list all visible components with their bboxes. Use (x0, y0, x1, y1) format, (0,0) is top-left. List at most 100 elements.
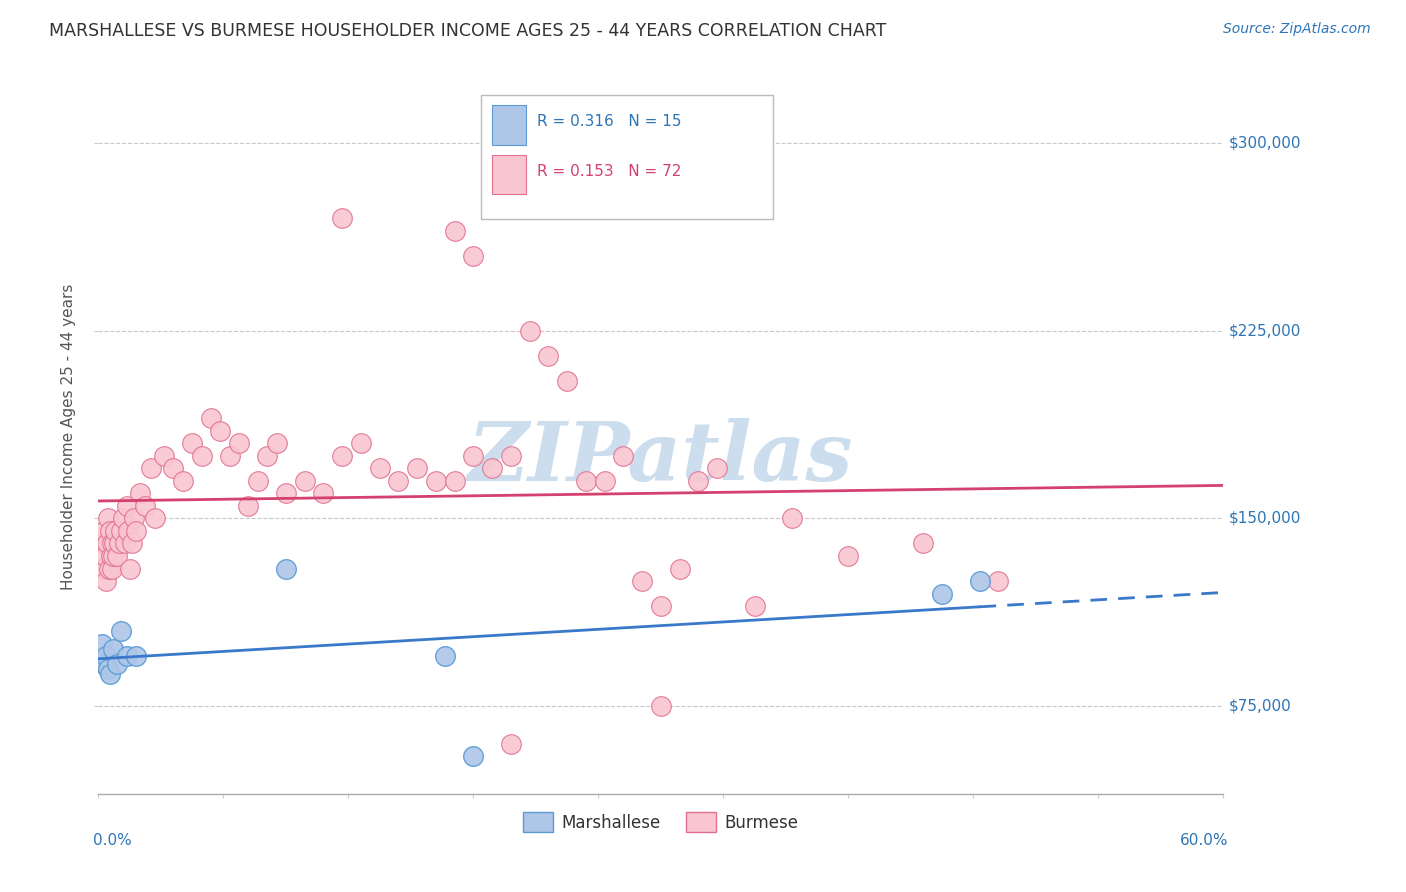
Point (97, 511, 120, 525)
Point (218, 449, 240, 463)
Point (350, 436, 373, 450)
Legend: Marshallese, Burmese: Marshallese, Burmese (516, 805, 806, 839)
Point (537, 349, 560, 363)
Text: R = 0.153   N = 72: R = 0.153 N = 72 (537, 164, 682, 179)
Point (387, 474, 409, 488)
Point (238, 499, 260, 513)
FancyBboxPatch shape (492, 105, 526, 145)
Point (209, 424, 232, 438)
Point (256, 449, 278, 463)
Point (125, 649, 148, 664)
Point (612, 449, 634, 463)
Point (688, 474, 710, 488)
Text: 0.0%: 0.0% (93, 833, 132, 848)
Point (153, 449, 176, 463)
Point (650, 699, 672, 714)
Point (706, 461, 728, 475)
Point (668, 561, 690, 575)
Point (93, 524, 115, 538)
Point (181, 436, 204, 450)
Point (121, 536, 143, 550)
Point (931, 586, 953, 600)
Point (100, 549, 122, 563)
Point (101, 561, 124, 575)
Point (631, 574, 654, 588)
Point (200, 411, 222, 425)
Point (593, 474, 616, 488)
Point (134, 499, 156, 513)
Point (111, 511, 134, 525)
Point (103, 641, 125, 656)
Point (837, 549, 859, 563)
Point (100, 536, 122, 550)
Text: $75,000: $75,000 (1229, 698, 1292, 714)
Point (115, 649, 138, 664)
Point (103, 536, 125, 550)
Point (246, 474, 269, 488)
Point (120, 561, 142, 575)
Point (650, 599, 672, 613)
Text: Source: ZipAtlas.com: Source: ZipAtlas.com (1223, 22, 1371, 37)
Point (330, 449, 353, 463)
Point (125, 524, 148, 538)
Point (103, 549, 125, 563)
Point (499, 449, 522, 463)
Point (434, 649, 457, 664)
Point (162, 461, 184, 475)
FancyBboxPatch shape (492, 155, 526, 194)
Point (115, 499, 138, 513)
Point (228, 436, 250, 450)
Point (969, 574, 991, 588)
Point (463, 749, 485, 764)
Point (368, 461, 391, 475)
Point (110, 624, 132, 639)
Point (94, 574, 117, 588)
Point (312, 486, 335, 500)
Point (987, 574, 1010, 588)
Point (172, 474, 194, 488)
Text: $150,000: $150,000 (1229, 511, 1301, 526)
Point (97, 561, 120, 575)
Point (91, 536, 114, 550)
Point (108, 536, 131, 550)
Point (519, 324, 541, 338)
Point (91, 561, 114, 575)
Point (94, 649, 117, 664)
Point (481, 461, 503, 475)
FancyBboxPatch shape (481, 95, 773, 219)
Point (575, 474, 598, 488)
Point (105, 657, 128, 671)
Point (912, 536, 935, 550)
Point (98, 666, 121, 681)
Point (91, 637, 114, 651)
Text: MARSHALLESE VS BURMESE HOUSEHOLDER INCOME AGES 25 - 44 YEARS CORRELATION CHART: MARSHALLESE VS BURMESE HOUSEHOLDER INCOM… (49, 22, 887, 40)
Point (94, 549, 117, 563)
Text: ZIPatlas: ZIPatlas (468, 418, 853, 499)
Point (443, 474, 465, 488)
Text: $300,000: $300,000 (1229, 136, 1302, 151)
Point (105, 549, 128, 563)
Point (555, 374, 578, 388)
Point (425, 474, 447, 488)
Point (128, 486, 150, 500)
Point (274, 486, 297, 500)
Point (117, 524, 139, 538)
Point (406, 461, 429, 475)
Y-axis label: Householder Income Ages 25 - 44 years: Householder Income Ages 25 - 44 years (60, 284, 76, 591)
Point (114, 536, 136, 550)
Point (96, 536, 118, 550)
Point (294, 474, 316, 488)
Point (463, 449, 485, 463)
Point (139, 461, 162, 475)
Point (274, 561, 297, 575)
Point (93, 657, 115, 671)
Text: R = 0.316   N = 15: R = 0.316 N = 15 (537, 114, 682, 129)
Text: $225,000: $225,000 (1229, 323, 1301, 338)
Point (330, 211, 353, 225)
Point (190, 449, 212, 463)
Point (266, 436, 288, 450)
Point (97, 662, 120, 676)
Text: 60.0%: 60.0% (1181, 833, 1229, 848)
Point (780, 511, 803, 525)
Point (499, 737, 522, 751)
